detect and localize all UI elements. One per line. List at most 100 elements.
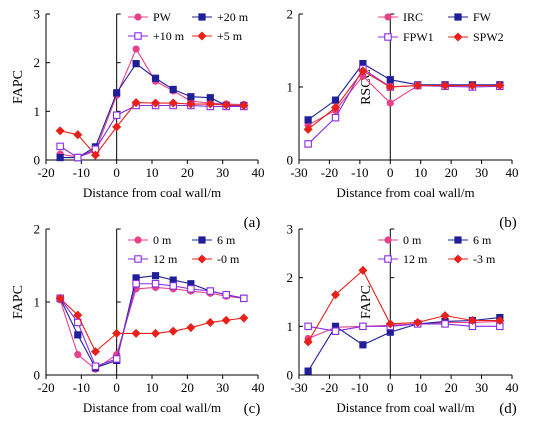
x-tick-label: -10 [73, 165, 90, 180]
legend-label: IRC [403, 10, 423, 24]
data-point [331, 96, 340, 104]
data-point [303, 337, 313, 347]
y-tick-label: 0 [34, 153, 41, 168]
data-point [56, 153, 64, 162]
series-line [59, 286, 244, 370]
legend-label: 0 m [403, 233, 422, 247]
data-point [90, 347, 100, 357]
data-point [330, 290, 341, 300]
data-point [413, 317, 423, 327]
panel-caption: (d) [499, 401, 517, 417]
x-tick-label: -10 [73, 380, 90, 395]
legend-label: 0 m [153, 233, 172, 247]
legend-marker [134, 236, 142, 244]
data-point [168, 326, 178, 336]
x-tick-label: 30 [216, 165, 229, 180]
y-tick-label: 1 [34, 104, 41, 119]
data-point [330, 102, 341, 112]
data-point [441, 320, 449, 328]
x-tick-label: -10 [351, 165, 368, 180]
data-point [151, 272, 160, 280]
series-4 [55, 293, 249, 357]
legend-label: SPW2 [473, 30, 504, 44]
series-3 [56, 101, 248, 162]
panel-caption: (c) [244, 401, 261, 417]
legend: 0 m 6 m 12 m -3 m [378, 233, 496, 266]
legend-label: 12 m [153, 252, 178, 266]
legend-marker [134, 32, 142, 40]
x-tick-label: -20 [37, 165, 54, 180]
chart-panel-3: -20 -10 0 10 20 30 40 0 1 2 Distance from coal wal… [11, 222, 265, 418]
data-point [331, 113, 340, 122]
data-point [187, 285, 195, 293]
x-tick-label: -10 [351, 380, 368, 395]
data-point [113, 89, 121, 97]
x-axis-label: Distance from coal wall/m [83, 400, 221, 415]
series-1 [56, 283, 248, 373]
series-line [60, 102, 244, 157]
legend-label: -0 m [217, 252, 240, 266]
x-tick-label: 20 [445, 165, 458, 180]
data-point [358, 265, 368, 275]
legend-label: 6 m [217, 233, 236, 247]
data-point [495, 81, 505, 91]
data-point [205, 317, 215, 327]
data-point [131, 328, 141, 338]
legend-marker [384, 33, 392, 41]
data-point [440, 81, 450, 91]
series-line [59, 297, 244, 353]
y-tick-label: 0 [287, 153, 294, 168]
data-point [240, 294, 248, 303]
data-point [358, 66, 368, 76]
y-tick-label: 0 [34, 368, 41, 383]
y-tick-label: 1 [287, 319, 294, 334]
data-point [221, 315, 231, 325]
chart-panel-1: -20 -10 0 10 20 30 40 0 1 2 3 Distance from coal wa… [11, 7, 265, 232]
y-tick-label: 2 [34, 55, 41, 70]
data-point [73, 310, 83, 320]
legend-label: +10 m [153, 29, 185, 43]
data-point [55, 293, 65, 303]
data-point [303, 124, 313, 134]
x-tick-label: -20 [321, 165, 338, 180]
data-point [331, 327, 340, 335]
legend-marker [384, 13, 392, 21]
data-point [413, 81, 423, 91]
x-axis-label: Distance from coal wall/m [83, 185, 221, 200]
data-point [186, 323, 196, 333]
data-point [131, 98, 141, 108]
x-tick-label: 10 [414, 165, 427, 180]
legend-marker [453, 254, 463, 264]
y-tick-label: 2 [34, 222, 41, 237]
legend-marker [454, 13, 462, 21]
data-point [132, 279, 140, 288]
data-point [151, 279, 160, 288]
x-tick-label: 10 [146, 380, 159, 395]
data-point [205, 99, 215, 109]
data-point [495, 315, 505, 326]
data-point [73, 130, 83, 140]
legend-marker [197, 254, 207, 264]
x-tick-label: 30 [216, 380, 229, 395]
x-tick-label: 0 [113, 165, 120, 180]
series-4 [303, 66, 505, 134]
data-point [440, 311, 450, 321]
x-tick-label: 20 [181, 380, 194, 395]
data-point [55, 126, 65, 136]
x-tick-label: -20 [321, 380, 338, 395]
data-point [74, 153, 82, 162]
legend-marker [198, 13, 206, 21]
y-axis-label: FAPC [11, 285, 26, 319]
data-point [90, 150, 100, 160]
y-axis-label: FAPC [11, 70, 26, 104]
data-point [222, 290, 230, 299]
x-tick-label: -30 [290, 165, 307, 180]
legend-marker [198, 236, 206, 244]
data-point [169, 282, 177, 290]
panel-caption: (a) [244, 215, 261, 231]
x-tick-label: -30 [290, 380, 307, 395]
data-point [169, 85, 177, 94]
panel-caption: (b) [499, 215, 517, 231]
legend-label: 6 m [473, 233, 492, 247]
data-point [74, 350, 82, 359]
